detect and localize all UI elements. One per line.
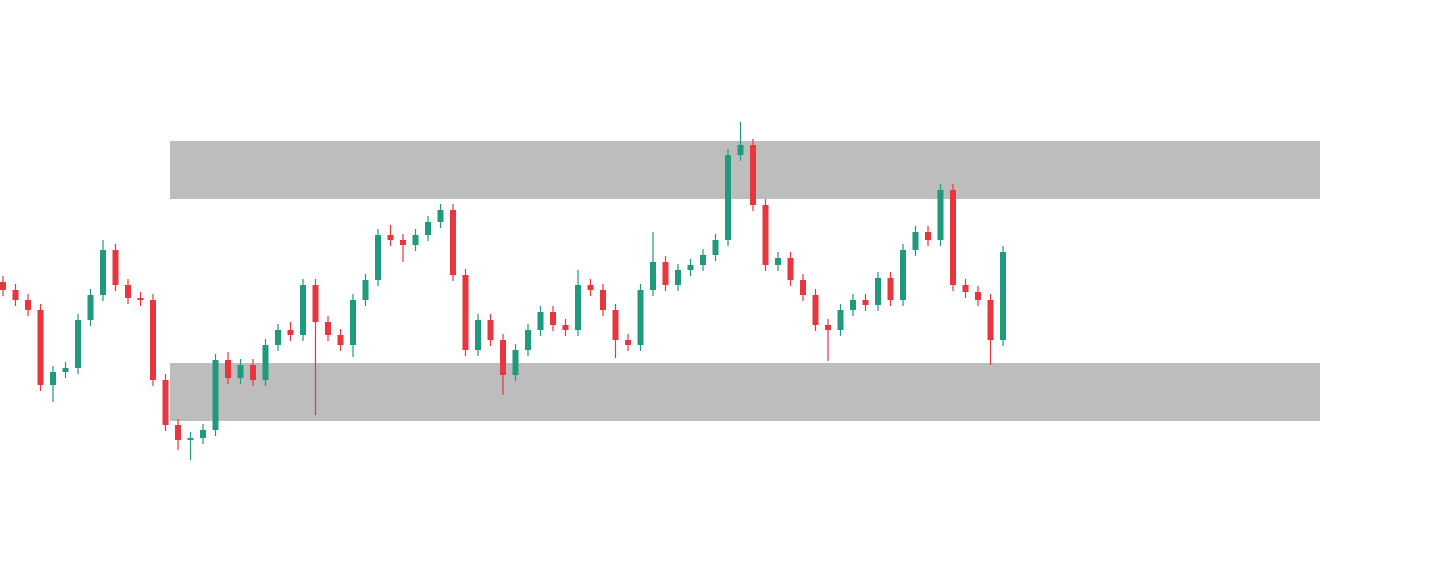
candle-body [512, 350, 519, 375]
candle-body [800, 280, 806, 295]
candle-body [550, 312, 556, 325]
candle-body [612, 310, 619, 340]
candle-body [737, 145, 744, 155]
candle-body [350, 300, 356, 345]
candle-body [50, 372, 56, 385]
candle-body [637, 290, 644, 345]
candle-body [575, 285, 581, 330]
candle-body [600, 290, 606, 310]
candle-body [537, 312, 544, 330]
candle-body [425, 222, 431, 235]
candle-body [925, 232, 931, 240]
candle-body [375, 235, 381, 280]
candle-body [950, 190, 956, 285]
candle-body [225, 360, 231, 378]
candle-body [700, 255, 706, 265]
candle-body [500, 340, 506, 375]
candle-body [475, 320, 481, 350]
candle-body [87, 295, 94, 320]
candle-body [37, 310, 44, 385]
candle-body [325, 322, 331, 335]
candle-body [387, 235, 394, 240]
candle-body [825, 325, 831, 330]
candle-body [587, 285, 594, 290]
candle-body [0, 282, 6, 290]
candle-body [887, 278, 894, 300]
candle-body [25, 300, 31, 310]
candle-body [875, 278, 881, 305]
candle-body [725, 155, 731, 240]
candle-body [850, 300, 856, 310]
candle-body [237, 365, 244, 378]
candle-body [962, 285, 969, 292]
candle-body [987, 300, 994, 340]
candle-body [162, 380, 169, 425]
candle-body [287, 330, 294, 335]
candle-body [250, 365, 256, 380]
candle-body [212, 360, 219, 430]
candle-body [625, 340, 631, 345]
candle-body [975, 292, 981, 300]
candle-body [525, 330, 531, 350]
candle-body [487, 320, 494, 340]
candle-body [412, 235, 419, 245]
candle-body [187, 438, 194, 440]
candle-body [712, 240, 719, 255]
candle-body [687, 265, 694, 270]
candle-body [662, 262, 669, 285]
candle-body [762, 205, 769, 265]
candle-body [675, 270, 681, 285]
candle-body [62, 368, 69, 372]
candle-body [12, 290, 19, 300]
candle-body [437, 210, 444, 222]
candle-body [175, 425, 181, 440]
candle-body [150, 300, 156, 380]
candle-body [900, 250, 906, 300]
candle-body [312, 285, 319, 322]
candle-body [337, 335, 344, 345]
candle-body [112, 250, 119, 285]
candle-body [787, 258, 794, 280]
candle-body [1000, 252, 1006, 340]
candle-body [562, 325, 569, 330]
candle-body [200, 430, 206, 438]
candle-body [862, 300, 869, 305]
candle-body [275, 330, 281, 345]
candle-body [837, 310, 844, 330]
candle-body [100, 250, 106, 295]
candle-body [400, 240, 406, 245]
zone [170, 141, 1320, 199]
candle-body [462, 275, 469, 350]
candle-body [812, 295, 819, 325]
zone [170, 363, 1320, 421]
candle-body [912, 232, 919, 250]
candle-body [262, 345, 269, 380]
candle-body [75, 320, 81, 368]
candle-body [775, 258, 781, 265]
candle-body [300, 285, 306, 335]
candle-body [362, 280, 369, 300]
candle-body [650, 262, 656, 290]
candle-body [125, 285, 131, 298]
candle-body [937, 190, 944, 240]
candle-body [750, 145, 756, 205]
candle-body [450, 210, 456, 275]
candle-body [137, 298, 144, 300]
